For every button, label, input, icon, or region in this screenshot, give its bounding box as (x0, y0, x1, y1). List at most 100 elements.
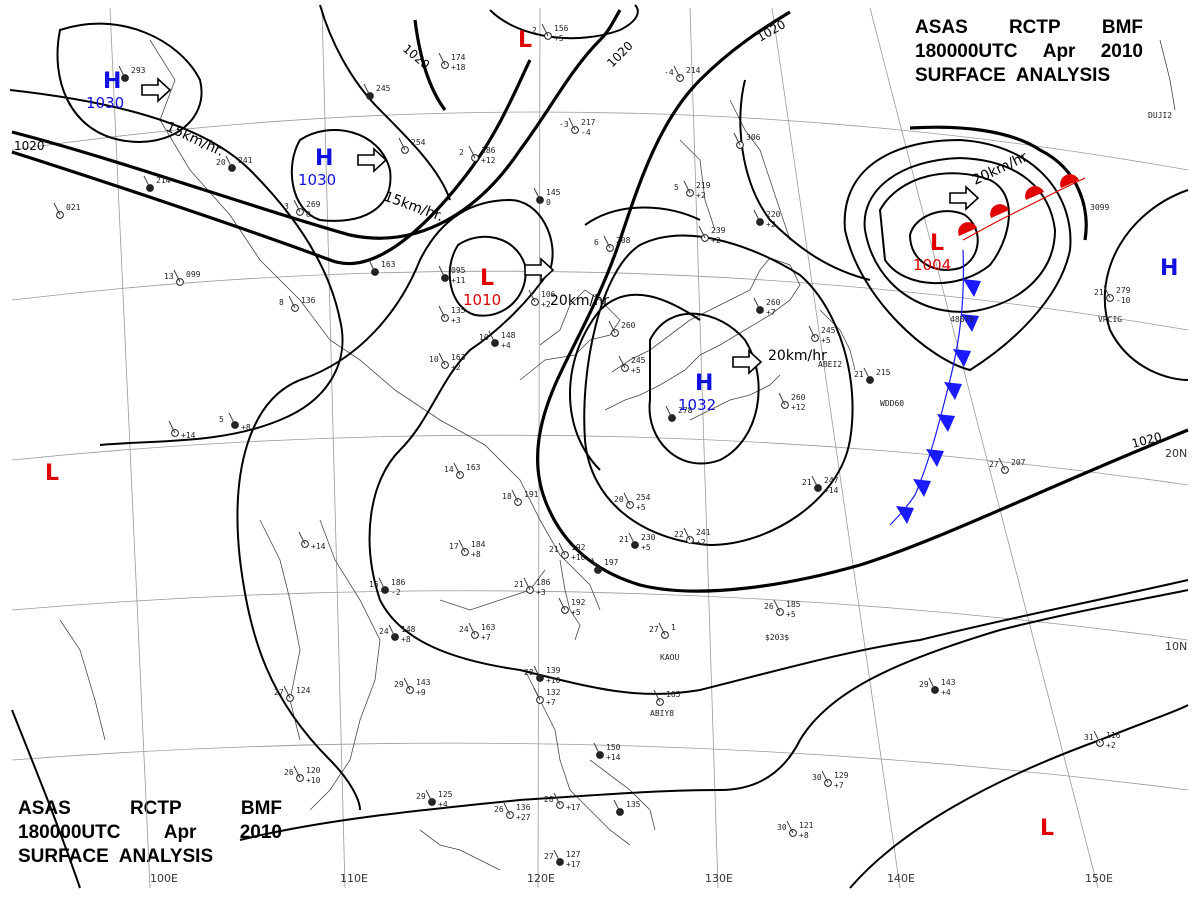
station-temperature: 29 (416, 792, 426, 801)
wind-barb (665, 405, 673, 419)
motion-arrow (357, 147, 388, 173)
station-plot: 26 136+27 (494, 802, 531, 822)
station-pressure: 124 (296, 686, 311, 695)
station-plot: 10 148+4 (479, 330, 516, 350)
title-word: 180000UTC (18, 822, 121, 843)
wind-barb (653, 689, 661, 703)
station-pressure: 191 (524, 490, 539, 499)
wind-barb (458, 539, 466, 553)
station-pressure: 116 (1106, 731, 1121, 740)
station-plot: 135+3 (438, 305, 466, 325)
wind-barb (298, 531, 306, 545)
station-plot: 29 143+9 (394, 677, 431, 697)
wind-barb (658, 622, 666, 636)
isobar (56, 22, 203, 143)
station-pressure: 095 (451, 266, 466, 275)
station-plot: 174+18 (438, 52, 466, 72)
station-tendency: +8 (241, 423, 251, 432)
wind-barb (503, 802, 511, 816)
station-plot: 5 219+2 (674, 180, 711, 200)
wind-barb (628, 532, 636, 546)
isobar (11, 709, 81, 889)
station-temperature: 10 (429, 355, 439, 364)
station-tendency: +2 (1106, 741, 1116, 750)
wind-barb (541, 23, 549, 37)
station-pressure: 219 (696, 181, 711, 190)
station-pressure: 260 (791, 393, 806, 402)
station-plot: -4 214 (664, 65, 701, 82)
wind-barb (528, 289, 536, 303)
station-plot: 21 215 (854, 367, 891, 384)
station-tendency: +4 (438, 800, 448, 809)
wind-barb (786, 820, 794, 834)
wind-barb (613, 799, 621, 813)
station-pressure: 192 (571, 543, 586, 552)
station-plot: 192+5 (558, 597, 586, 617)
isobar (535, 384, 1189, 593)
station-tendency: +10 (306, 776, 321, 785)
coastline (439, 569, 546, 611)
station-tendency: +7 (481, 633, 491, 642)
graticule (11, 7, 1189, 889)
station-plot: 21 279-10 (1094, 285, 1131, 305)
station-plot: 29 125+4 (416, 789, 453, 809)
title-word: Apr (163, 822, 197, 843)
low-pressure-center: L (45, 461, 59, 486)
station-pressure: 135 (451, 306, 466, 315)
station-plot: 27 124 (274, 685, 311, 702)
wind-barb (553, 792, 561, 806)
station-pressure: 279 (1116, 286, 1131, 295)
isobar (584, 206, 701, 226)
station-tendency: +4 (501, 341, 511, 350)
station-pressure: 148 (501, 331, 516, 340)
station-tendency: +17 (566, 860, 581, 869)
wind-barb (623, 492, 631, 506)
low-pressure-center: L (1040, 816, 1054, 841)
wind-barb (468, 622, 476, 636)
station-tendency: +2 (766, 220, 776, 229)
station-plot: 10 163+2 (429, 352, 466, 372)
wind-barb (558, 542, 566, 556)
wind-barb (168, 420, 176, 434)
station-plot: 245+5 (618, 355, 646, 375)
station-id: VRCIG (1098, 315, 1122, 324)
wind-barb (488, 330, 496, 344)
station-pressure: 163 (381, 260, 396, 269)
station-temperature: 27 (989, 460, 999, 469)
cold-front-triangle (896, 506, 914, 524)
station-tendency: +17 (566, 803, 581, 812)
station-id: 3099 (1090, 203, 1109, 212)
station-temperature: 21 (802, 478, 812, 487)
station-tendency: +2 (711, 236, 721, 245)
station-plot: 106+2 (528, 289, 556, 309)
station-temperature: 3 (284, 202, 289, 211)
station-tendency: -2 (391, 588, 401, 597)
station-temperature: 2 (459, 148, 464, 157)
longitude-label: 100E (150, 872, 178, 885)
station-pressure: 129 (834, 771, 849, 780)
coastline (259, 519, 301, 741)
title-word: SURFACE (18, 846, 109, 867)
station-plot: 29 143+4 (919, 677, 956, 697)
isobar (11, 59, 532, 266)
station-pressure: 230 (641, 533, 656, 542)
wind-barb (438, 265, 446, 279)
station-pressure: 139 (546, 666, 561, 675)
motion-arrow (732, 349, 763, 375)
wind-barb (363, 83, 371, 97)
station-tendency: +2 (451, 363, 461, 372)
wind-barb (225, 155, 233, 169)
isobar (909, 125, 1088, 241)
station-plot: 28 +17 (544, 792, 581, 812)
station-temperature: 26 (284, 768, 294, 777)
station-plot: 21 192+10 (549, 542, 586, 562)
station-pressure: 241 (696, 528, 711, 537)
wind-barb (618, 355, 626, 369)
station-plot: 13 099 (164, 269, 201, 286)
latitude-line (11, 434, 1189, 486)
wind-barb (368, 259, 376, 273)
station-id: $203$ (765, 633, 789, 642)
station-pressure: 254 (636, 493, 651, 502)
station-tendency: +11 (451, 276, 466, 285)
